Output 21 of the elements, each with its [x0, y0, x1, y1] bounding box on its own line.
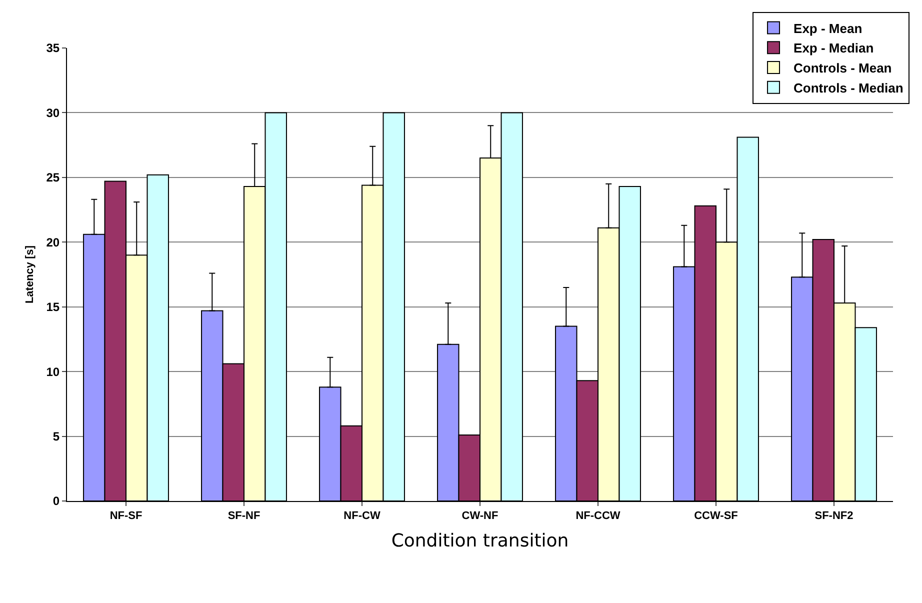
x-tick-label: NF-CCW: [576, 510, 621, 522]
legend-label: Controls - Median: [794, 80, 904, 96]
y-tick-label: 15: [46, 300, 60, 314]
x-tick-label: SF-NF: [228, 510, 260, 522]
x-tick-label: SF-NF2: [814, 510, 854, 522]
y-tick-label: 5: [52, 429, 60, 444]
y-tick-label: 25: [46, 170, 60, 185]
x-axis-title: Condition transition: [391, 530, 569, 552]
x-tick-label: NF-SF: [110, 510, 142, 522]
x-tick-label: CW-NF: [462, 510, 498, 522]
y-tick-label: 30: [46, 106, 60, 120]
legend-label: Exp - Mean: [794, 20, 862, 36]
legend-label: Controls - Mean: [794, 60, 892, 76]
x-tick-label: NF-CW: [344, 510, 381, 522]
y-tick-label: 10: [46, 364, 60, 379]
legend-label: Exp - Median: [794, 40, 874, 56]
y-tick-label: 0: [52, 494, 60, 508]
y-tick-label: 20: [46, 235, 60, 250]
x-tick-label: CCW-SF: [694, 510, 738, 522]
y-axis-title: Latency [s]: [24, 245, 36, 304]
y-tick-label: 35: [46, 41, 60, 56]
